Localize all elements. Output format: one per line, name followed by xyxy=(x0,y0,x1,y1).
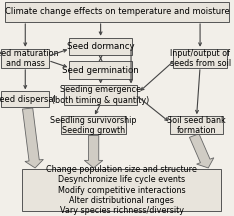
Text: Seed dormancy: Seed dormancy xyxy=(67,42,134,51)
FancyBboxPatch shape xyxy=(64,85,137,105)
FancyBboxPatch shape xyxy=(1,91,49,108)
Text: Seed dispersal: Seed dispersal xyxy=(0,95,56,104)
FancyBboxPatch shape xyxy=(69,61,132,79)
FancyBboxPatch shape xyxy=(22,169,221,211)
Polygon shape xyxy=(84,136,103,168)
Text: Input/output of
seeds from soil: Input/output of seeds from soil xyxy=(169,49,231,68)
FancyBboxPatch shape xyxy=(69,38,132,55)
Text: Seed germination: Seed germination xyxy=(62,66,139,75)
Text: Change population size and structure
Desynchronize life cycle events
Modify comp: Change population size and structure Des… xyxy=(46,165,197,215)
FancyBboxPatch shape xyxy=(5,2,229,22)
FancyBboxPatch shape xyxy=(170,116,223,134)
Polygon shape xyxy=(190,134,214,168)
FancyBboxPatch shape xyxy=(61,116,126,134)
Polygon shape xyxy=(22,108,43,168)
FancyBboxPatch shape xyxy=(173,49,227,68)
FancyBboxPatch shape xyxy=(1,49,49,68)
Text: Seed maturation
and mass: Seed maturation and mass xyxy=(0,49,59,68)
Text: Seeding emergence
(both timing & quantity): Seeding emergence (both timing & quantit… xyxy=(52,85,149,105)
Text: Climate change effects on temperature and moisture: Climate change effects on temperature an… xyxy=(5,7,229,16)
Text: Seedling survivorship
Seeding growth: Seedling survivorship Seeding growth xyxy=(50,116,137,135)
Text: Soil seed bank
formation: Soil seed bank formation xyxy=(167,116,226,135)
